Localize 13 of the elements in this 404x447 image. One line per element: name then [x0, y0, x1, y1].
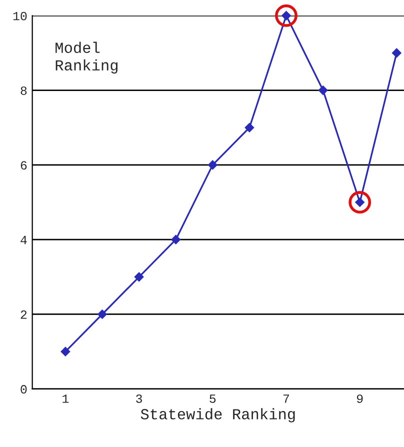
x-tick-label: 7	[283, 394, 290, 403]
y-tick-label: 10	[13, 12, 27, 20]
x-tick-label: 3	[136, 394, 142, 403]
x-tick-label: 9	[356, 394, 363, 403]
x-tick-label: 5	[210, 394, 216, 403]
x-tick-label: 1	[62, 394, 69, 403]
x-axis-title: Statewide Ranking	[140, 408, 295, 422]
y-tick-label: 2	[20, 310, 27, 319]
y-tick-label: 0	[20, 385, 27, 394]
y-tick-label: 6	[20, 161, 27, 170]
y-axis-title: Model Ranking	[56, 42, 118, 74]
y-tick-label: 4	[20, 236, 27, 244]
y-tick-label: 8	[20, 86, 27, 95]
